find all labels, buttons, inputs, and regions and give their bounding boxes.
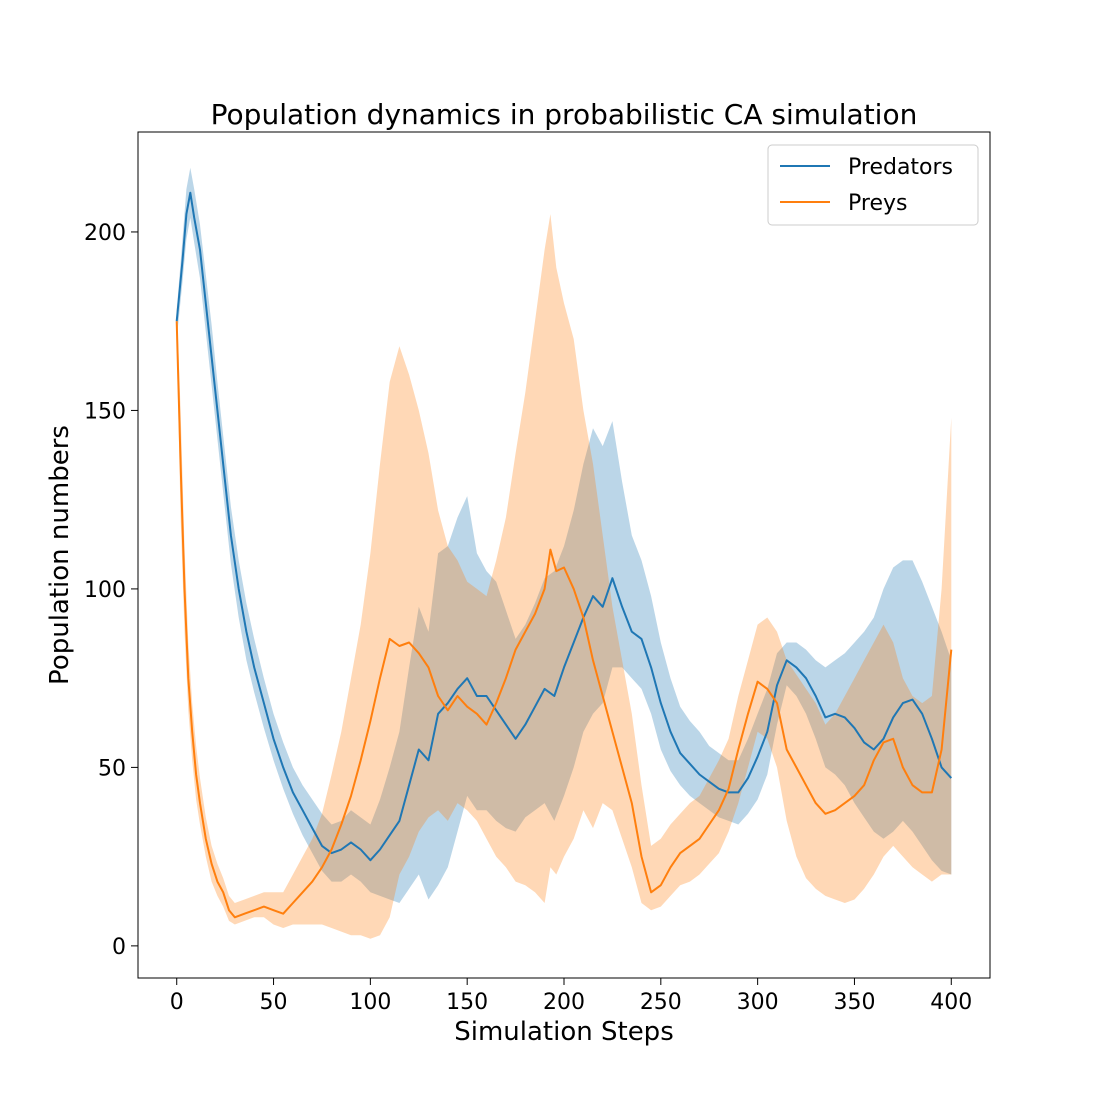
chart-title: Population dynamics in probabilistic CA … <box>211 98 918 131</box>
x-tick-label: 400 <box>930 990 972 1015</box>
legend: Predators Preys <box>768 145 978 225</box>
y-axis-label: Population numbers <box>45 425 75 685</box>
preys-legend-label: Preys <box>848 191 907 216</box>
y-tick-label: 0 <box>112 935 126 960</box>
y-tick-label: 150 <box>84 399 126 424</box>
x-tick-label: 150 <box>446 990 488 1015</box>
y-tick-label: 200 <box>84 221 126 246</box>
x-tick-label: 100 <box>349 990 391 1015</box>
x-tick-label: 350 <box>833 990 875 1015</box>
x-tick-label: 50 <box>260 990 288 1015</box>
x-tick-label: 0 <box>170 990 184 1015</box>
y-tick-label: 100 <box>84 578 126 603</box>
predators-legend-label: Predators <box>848 155 953 180</box>
x-tick-label: 200 <box>543 990 585 1015</box>
x-tick-label: 250 <box>640 990 682 1015</box>
x-axis-label: Simulation Steps <box>454 1017 674 1047</box>
x-tick-label: 300 <box>737 990 779 1015</box>
y-tick-label: 50 <box>98 756 126 781</box>
